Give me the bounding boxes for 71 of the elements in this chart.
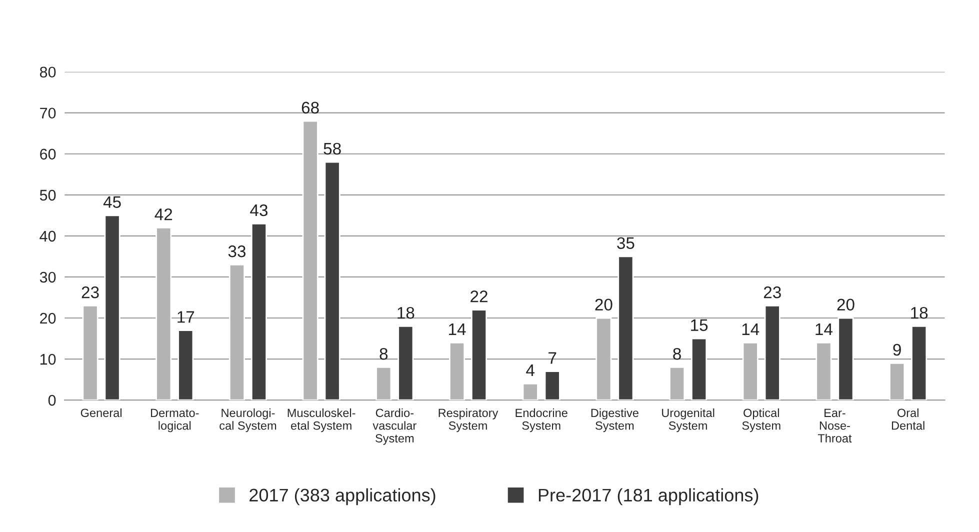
data-label: 9	[893, 344, 901, 356]
data-label: 23	[764, 286, 781, 298]
data-label: 17	[178, 311, 194, 323]
bar	[816, 342, 832, 400]
x-tick-label: Oral Dental	[892, 408, 924, 430]
bar	[596, 317, 612, 400]
data-label: 68	[302, 102, 319, 114]
data-label: 8	[380, 348, 388, 360]
bar	[324, 161, 340, 400]
data-label: 23	[82, 286, 99, 298]
x-tick-label: Digestive System	[591, 408, 638, 432]
data-label: 4	[526, 364, 534, 376]
legend-label: Pre-2017 (181 applications)	[538, 488, 758, 506]
y-tick-label: 60	[40, 148, 56, 160]
bar	[742, 342, 758, 400]
data-label: 22	[470, 290, 488, 302]
y-tick-label: 30	[40, 272, 56, 283]
x-tick-label: Respiratory System	[438, 408, 498, 432]
data-label: 20	[837, 298, 854, 311]
y-tick-label: 20	[40, 312, 56, 324]
x-tick-label: Cardio- vascular System	[372, 408, 416, 445]
data-label: 18	[398, 306, 414, 319]
data-label: 42	[154, 208, 172, 220]
bar	[448, 342, 466, 400]
bar	[376, 366, 392, 400]
data-label: 18	[911, 306, 928, 319]
x-tick-label: Neurologi- cal System	[220, 408, 276, 432]
data-label: 58	[324, 142, 341, 155]
bar	[398, 326, 414, 400]
bar	[522, 382, 538, 400]
data-label: 43	[250, 204, 268, 216]
bar	[838, 317, 854, 400]
bar	[889, 362, 906, 400]
x-tick-label: Musculoskel- etal System	[288, 408, 356, 432]
y-tick-label: 10	[40, 354, 56, 365]
y-tick-label: 0	[48, 394, 56, 406]
bar	[82, 305, 98, 400]
bar	[764, 305, 780, 400]
bar	[669, 366, 686, 400]
data-label: 14	[816, 324, 832, 335]
y-tick-label: 70	[40, 108, 56, 119]
bar	[156, 227, 172, 400]
bar	[911, 326, 928, 400]
data-label: 14	[742, 324, 760, 335]
x-tick-label: Endocrine System	[516, 408, 568, 432]
x-tick-label: Urogenital System	[662, 408, 714, 432]
bar	[470, 309, 488, 400]
y-tick-label: 40	[40, 230, 56, 242]
bar	[302, 120, 318, 400]
bar	[178, 330, 194, 400]
bar	[544, 370, 560, 400]
data-label: 15	[691, 319, 708, 332]
x-tick-label: Ear- Nose- Throat	[818, 408, 852, 442]
bar	[618, 256, 634, 400]
x-tick-label: Optical System	[742, 408, 780, 432]
bar	[250, 222, 268, 400]
y-tick-label: 50	[40, 190, 56, 201]
y-tick-label: 80	[40, 66, 56, 78]
x-tick-label: Dermato- logical	[151, 408, 199, 432]
x-tick-label: General	[80, 408, 122, 418]
data-label: 35	[617, 237, 634, 249]
bar	[104, 214, 120, 400]
legend-label: 2017 (383 applications)	[250, 488, 436, 506]
bar	[691, 338, 708, 400]
data-label: 45	[103, 196, 121, 208]
data-label: 14	[449, 324, 466, 335]
data-label: 20	[595, 298, 612, 311]
data-label: 33	[228, 245, 246, 258]
data-label: 8	[673, 348, 681, 360]
bar	[228, 264, 245, 400]
data-label: 7	[548, 352, 556, 364]
